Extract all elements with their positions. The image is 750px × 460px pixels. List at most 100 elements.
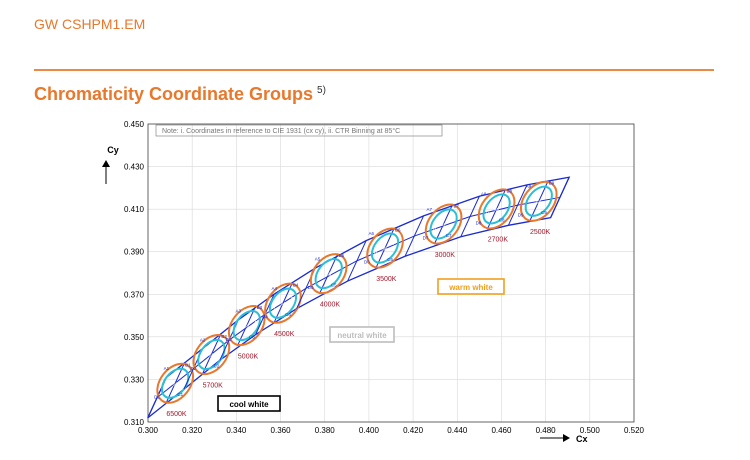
ellipse-center-label: 65 — [326, 272, 332, 277]
ellipse-sub-label: F — [337, 267, 340, 272]
bin-label: B5 — [339, 253, 345, 258]
y-tick-label: 0.370 — [124, 290, 145, 299]
bin-label: A6 — [368, 231, 374, 236]
ellipse-center-label: 68 — [494, 207, 500, 212]
bin-label: A5 — [315, 256, 321, 261]
document-id: GW CSHPM1.EM — [34, 16, 146, 32]
bin-label: D1 — [154, 395, 160, 400]
ellipse-sub-label: F — [547, 194, 550, 199]
ellipse-sub-label: F — [291, 296, 294, 301]
section-title: Chromaticity Coordinate Groups 5) — [34, 84, 326, 105]
cct-label: 3500K — [376, 276, 397, 283]
bin-midline — [305, 260, 358, 289]
bin-label: B3 — [257, 305, 263, 310]
y-tick-label: 0.350 — [124, 333, 145, 342]
bin-label: C6 — [387, 257, 393, 262]
outer-ellipse — [519, 180, 558, 222]
x-tick-label: 0.520 — [624, 426, 645, 435]
ellipse-sub-label: H — [200, 357, 203, 362]
ellipse-sub-label: H — [236, 328, 239, 333]
bin-label: D6 — [364, 259, 370, 264]
group-label-box — [217, 395, 281, 412]
bin-label: D7 — [423, 235, 429, 240]
bin-label: A9 — [526, 184, 532, 189]
labels-layer: A1 B1 D1 C1 H F 61 6500K A2 B2 D2 C2 H F 62 5700K A3 B3 D3… — [154, 181, 555, 418]
ellipse-center-label: 67 — [441, 222, 447, 227]
bin-label: C2 — [214, 363, 220, 368]
outer-ellipse — [227, 305, 266, 347]
bin-center-divider — [529, 180, 549, 222]
outer-ellipse — [264, 282, 302, 324]
x-tick-label: 0.300 — [138, 426, 159, 435]
outer-ellipse — [424, 203, 463, 245]
bin-label: D8 — [476, 220, 482, 225]
section-title-text: Chromaticity Coordinate Groups — [34, 84, 314, 104]
x-axis-label: Cx — [576, 434, 588, 444]
bin-label: C9 — [541, 210, 547, 215]
x-tick-label: 0.500 — [580, 426, 601, 435]
ellipse-sub-label: F — [183, 376, 186, 381]
ellipse-sub-label: H — [318, 276, 321, 281]
bin-label: B8 — [507, 188, 513, 193]
cct-label: 5000K — [238, 353, 259, 360]
bin-label: C3 — [249, 334, 255, 339]
bin-boundary — [460, 196, 480, 237]
x-tick-label: 0.440 — [447, 426, 468, 435]
bin-label: A1 — [164, 366, 170, 371]
cct-label: 2500K — [530, 229, 551, 236]
ellipse-center-label: 64 — [280, 301, 286, 306]
group-label-box — [437, 278, 505, 295]
outer-ellipse — [156, 362, 194, 404]
grid-layer — [147, 123, 635, 423]
inner-ellipse — [524, 185, 553, 217]
bin-label: A2 — [200, 337, 206, 342]
ellipse-sub-label: F — [452, 217, 455, 222]
bin-label: A4 — [271, 286, 277, 291]
ellipse-sub-label: H — [164, 385, 167, 390]
inner-ellipse — [268, 287, 298, 319]
group-label: warm white — [448, 283, 493, 292]
chart-note-box — [155, 124, 443, 137]
y-axis-label: Cy — [107, 145, 119, 155]
bins-layer — [147, 176, 571, 419]
bin-label: C1 — [177, 392, 183, 397]
ellipse-center-label: 69 — [536, 199, 542, 204]
bin-label: D3 — [226, 337, 232, 342]
chart-note: Note: i. Coordinates in reference to CIE… — [162, 127, 400, 135]
cct-label: 3000K — [435, 252, 456, 259]
outer-ellipse — [366, 227, 404, 269]
ellipse-sub-label: H — [272, 305, 275, 310]
cct-label: 6500K — [166, 411, 187, 418]
cct-label: 5700K — [203, 382, 224, 389]
bin-boundary — [404, 215, 425, 257]
inner-ellipse — [197, 338, 226, 371]
bin-label: B4 — [293, 283, 299, 288]
header-divider — [34, 69, 714, 71]
bin-center-divider — [201, 334, 222, 375]
outer-ellipse — [477, 188, 516, 230]
cct-label: 2700K — [488, 237, 509, 244]
ellipse-sub-label: H — [486, 211, 489, 216]
bin-label: D2 — [190, 366, 196, 371]
ellipse-center-label: 62 — [209, 353, 215, 358]
bin-label: B9 — [549, 181, 555, 186]
bin-center-divider — [237, 305, 257, 347]
inner-ellipse — [232, 310, 261, 342]
cct-label: 4000K — [320, 301, 341, 308]
bin-label: D5 — [308, 285, 314, 290]
x-axis-arrow-head — [563, 434, 570, 442]
inner-ellipse — [161, 367, 190, 399]
bin-label: C7 — [446, 233, 452, 238]
ellipse-center-label: 63 — [244, 324, 250, 329]
y-tick-label: 0.430 — [124, 163, 145, 172]
bin-label: A7 — [426, 207, 432, 212]
y-tick-label: 0.410 — [124, 205, 145, 214]
bin-label: C8 — [499, 218, 505, 223]
inner-ellipse — [370, 232, 400, 264]
inner-ellipse — [482, 193, 511, 225]
cct-label: 4500K — [274, 331, 295, 338]
bin-midline — [264, 288, 307, 315]
bin-label: A3 — [235, 308, 241, 313]
ellipse-sub-label: F — [505, 202, 508, 207]
